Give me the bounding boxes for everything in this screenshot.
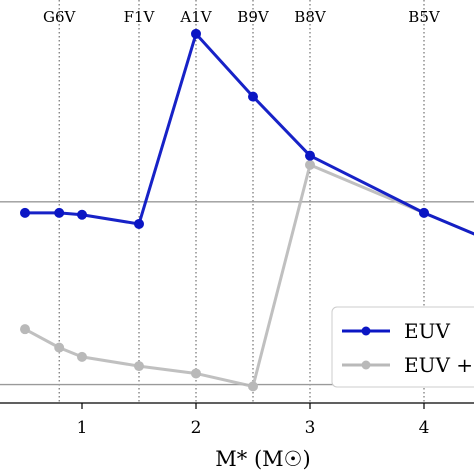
legend-label: EUV + — [404, 353, 473, 377]
spectral-type-labels: G6V F1V A1V B9V B8V B5V — [43, 8, 441, 26]
x-axis-label: M* (M☉) — [215, 447, 310, 471]
legend-marker — [361, 360, 371, 370]
series-group — [20, 28, 474, 392]
spectral-label-b9v: B9V — [237, 8, 270, 26]
legend: EUV EUV + — [331, 306, 474, 388]
x-tick-label: 4 — [419, 418, 430, 438]
legend-label: EUV — [404, 319, 450, 343]
spectral-label-f1v: F1V — [124, 8, 156, 26]
data-point — [54, 207, 65, 218]
spectral-label-g6v: G6V — [43, 8, 77, 26]
data-point — [305, 159, 315, 170]
data-point — [305, 150, 315, 161]
data-point — [191, 368, 201, 379]
spectral-label-a1v: A1V — [179, 8, 212, 26]
data-point — [77, 209, 87, 220]
data-point — [419, 207, 429, 218]
spectral-label-b5v: B5V — [408, 8, 441, 26]
axes: 1 2 3 4 — [0, 402, 474, 438]
data-point — [248, 381, 258, 392]
data-point — [20, 324, 30, 335]
data-point — [191, 28, 201, 39]
x-tick-label: 3 — [305, 418, 316, 438]
data-point — [54, 342, 65, 353]
series-euv — [20, 28, 474, 236]
data-point — [77, 351, 87, 362]
spectral-label-b8v: B8V — [294, 8, 327, 26]
x-tick-label: 1 — [77, 418, 88, 438]
data-point — [134, 218, 144, 229]
data-point — [248, 91, 258, 102]
x-tick-label: 2 — [191, 418, 202, 438]
data-point — [20, 207, 30, 218]
legend-marker — [361, 326, 371, 336]
data-point — [134, 361, 144, 372]
